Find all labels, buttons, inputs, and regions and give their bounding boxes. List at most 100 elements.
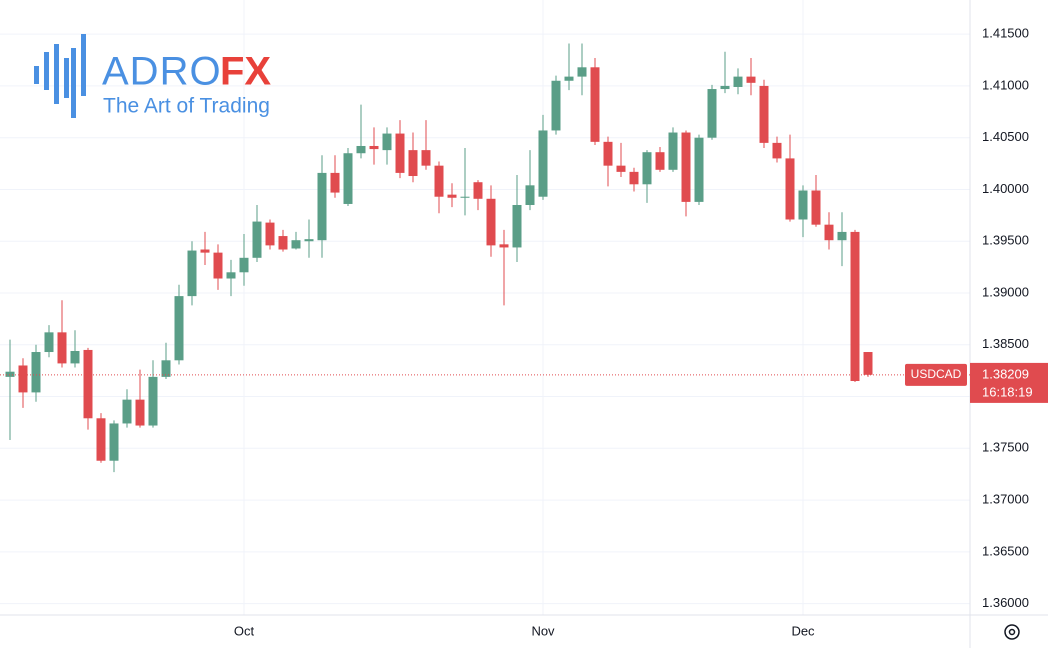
candle-body xyxy=(512,205,522,248)
candle-body xyxy=(57,332,67,364)
candle-body xyxy=(148,376,158,426)
y-tick-label: 1.36000 xyxy=(982,595,1029,610)
candle-body xyxy=(109,423,119,461)
candle-body xyxy=(330,172,340,193)
candle-body xyxy=(642,152,652,185)
logo-bar xyxy=(64,58,69,98)
candle-body xyxy=(434,165,444,197)
y-tick-label: 1.38500 xyxy=(982,336,1029,351)
candle-body xyxy=(265,222,275,246)
candle-body xyxy=(564,76,574,81)
x-tick-label: Nov xyxy=(531,623,555,638)
logo-bar xyxy=(34,66,39,84)
candle-body xyxy=(811,190,821,225)
candle-body xyxy=(44,332,54,353)
candle-body xyxy=(239,257,249,273)
candle-body xyxy=(304,239,314,242)
symbol-label: USDCAD xyxy=(911,367,962,381)
settings-icon[interactable] xyxy=(1004,624,1020,640)
candle-body xyxy=(252,221,262,258)
grid xyxy=(0,0,970,615)
candle-body xyxy=(291,240,301,249)
candle-body xyxy=(499,244,509,248)
candle-body xyxy=(382,133,392,151)
candle-body xyxy=(746,76,756,83)
candle-body xyxy=(31,352,41,393)
candle-body xyxy=(863,352,873,375)
candle-body xyxy=(96,418,106,461)
candle-body xyxy=(278,236,288,250)
candle-body xyxy=(798,190,808,220)
price-label-bg xyxy=(970,362,1048,403)
gear-center[interactable] xyxy=(1008,628,1016,636)
logo-bar xyxy=(44,52,49,90)
candle-body xyxy=(369,145,379,150)
candle-body xyxy=(603,141,613,166)
candle-body xyxy=(5,371,15,377)
candle-body xyxy=(187,250,197,297)
candle-body xyxy=(70,350,80,364)
candle-body xyxy=(213,252,223,279)
candle-body xyxy=(590,67,600,142)
candle-body xyxy=(824,224,834,241)
logo-brand: ADRO xyxy=(102,50,222,94)
y-tick-label: 1.39000 xyxy=(982,284,1029,299)
candle-body xyxy=(460,196,470,198)
candle-body xyxy=(135,399,145,426)
candle-body xyxy=(421,150,431,166)
logo-bar xyxy=(54,44,59,104)
candle-body xyxy=(538,130,548,197)
countdown-label: 16:18:19 xyxy=(982,384,1033,399)
candle-body xyxy=(317,172,327,241)
candle-body xyxy=(720,85,730,90)
y-tick-label: 1.39500 xyxy=(982,233,1029,248)
candle-body xyxy=(733,76,743,87)
candle-body xyxy=(447,194,457,198)
candle-body xyxy=(174,296,184,361)
candle-body xyxy=(161,360,171,377)
candle-body xyxy=(395,133,405,173)
candle-body xyxy=(473,182,483,199)
candle-body xyxy=(850,231,860,382)
price-label: 1.38209 xyxy=(982,366,1029,381)
candle-body xyxy=(122,399,132,424)
candle-body xyxy=(200,249,210,253)
logo-brand-fx: FX xyxy=(220,50,271,94)
y-tick-label: 1.41500 xyxy=(982,26,1029,41)
logo-bar xyxy=(71,48,76,118)
candle-body xyxy=(772,142,782,159)
symbol-label-bg xyxy=(905,363,967,386)
x-tick-label: Oct xyxy=(234,623,255,638)
y-tick-label: 1.41000 xyxy=(982,77,1029,92)
y-tick-label: 1.37000 xyxy=(982,492,1029,507)
candle-body xyxy=(83,349,93,419)
candle-body xyxy=(226,272,236,279)
candles xyxy=(5,43,873,473)
candle-body xyxy=(629,171,639,185)
candle-body xyxy=(486,198,496,246)
y-tick-label: 1.40000 xyxy=(982,181,1029,196)
logo-tagline: The Art of Trading xyxy=(103,95,270,118)
candle-body xyxy=(655,152,665,170)
y-tick-label: 1.40500 xyxy=(982,129,1029,144)
candle-body xyxy=(668,132,678,170)
y-tick-label: 1.37500 xyxy=(982,440,1029,455)
candle-body xyxy=(759,85,769,143)
candle-body xyxy=(694,137,704,202)
gear[interactable] xyxy=(1004,624,1020,640)
x-tick-label: Dec xyxy=(791,623,815,638)
candle-body xyxy=(408,150,418,177)
candle-body xyxy=(707,89,717,138)
candle-body xyxy=(837,231,847,241)
candle-body xyxy=(356,145,366,154)
candle-body xyxy=(525,185,535,205)
candle-body xyxy=(577,67,587,77)
candle-body xyxy=(616,165,626,172)
candle-body xyxy=(18,365,28,393)
candle-body xyxy=(785,158,795,220)
logo-bar xyxy=(81,34,86,96)
y-tick-label: 1.36500 xyxy=(982,543,1029,558)
logo: ADRO FX The Art of Trading xyxy=(34,34,271,118)
candle-body xyxy=(681,132,691,202)
